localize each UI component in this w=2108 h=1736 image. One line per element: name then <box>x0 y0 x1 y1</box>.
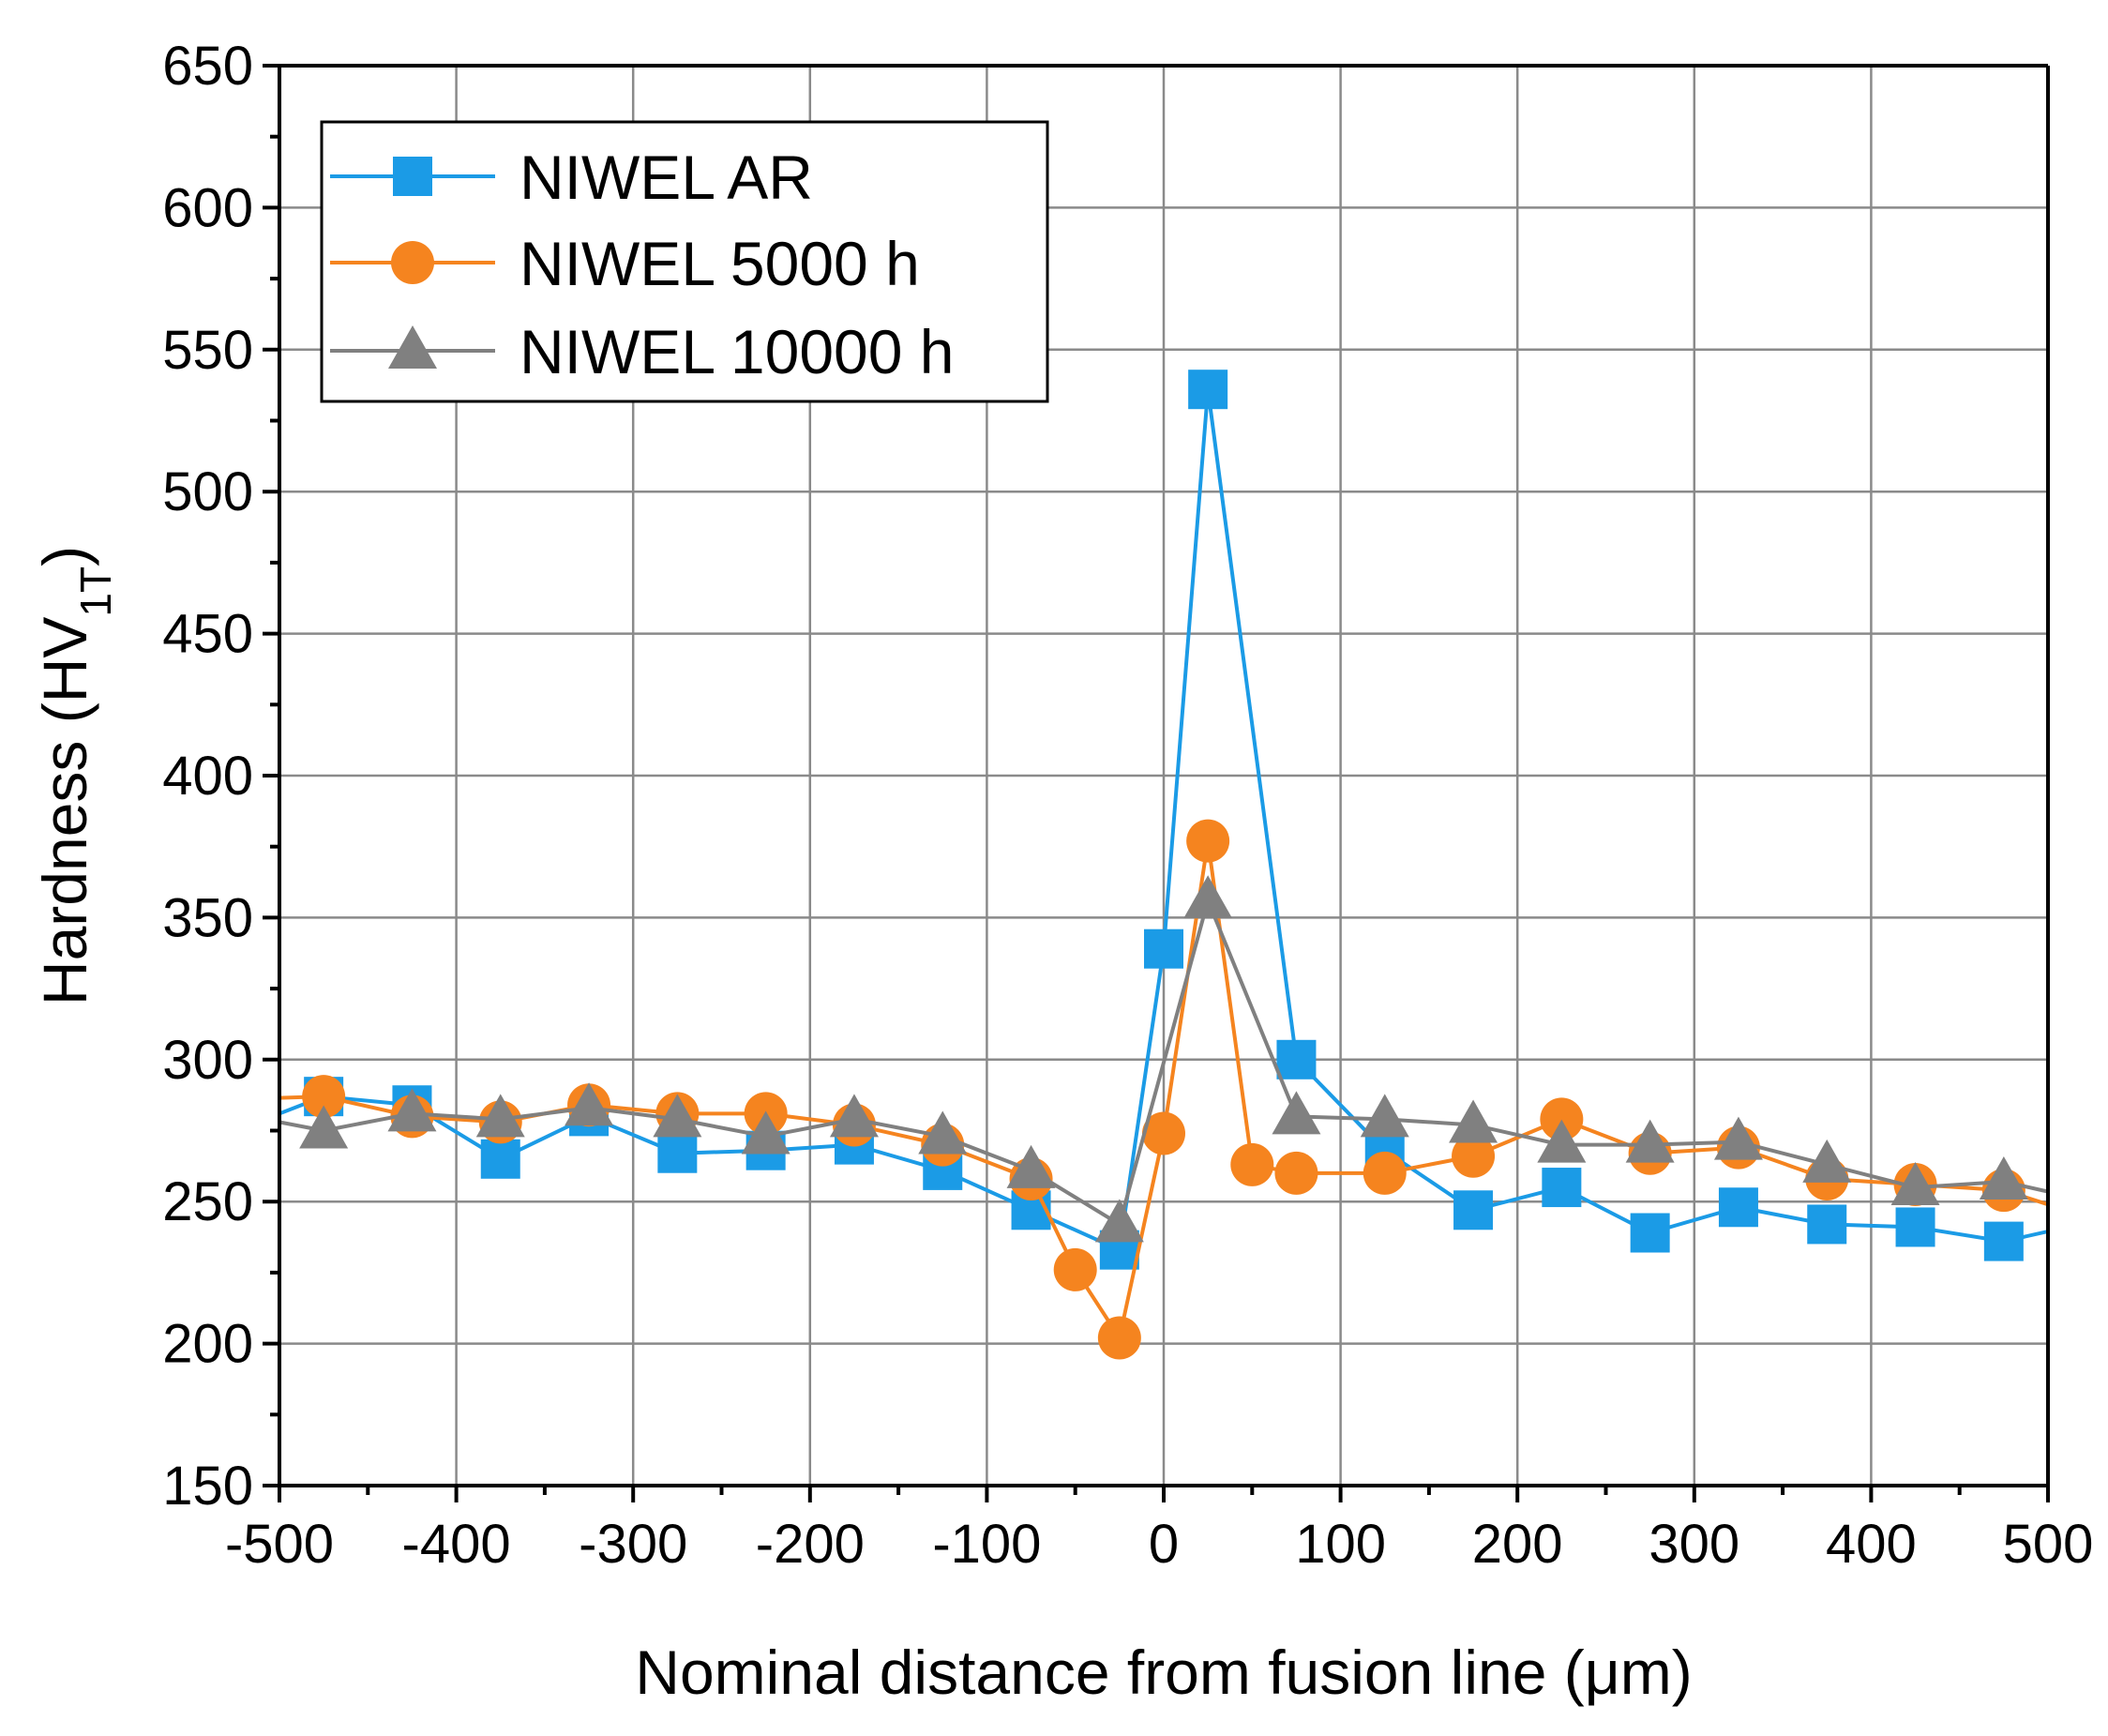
x-axis-title: Nominal distance from fusion line (μm) <box>635 1638 1692 1707</box>
y-axis-title-main: Hardness (HV <box>30 617 99 1005</box>
data-point <box>1363 1151 1407 1195</box>
data-point <box>1274 1151 1318 1195</box>
data-point <box>1188 370 1228 410</box>
data-point <box>387 1088 437 1132</box>
legend-entries: NIWEL AR NIWEL 5000 h NIWEL 10000 h <box>330 143 954 386</box>
legend-label: NIWEL AR <box>519 143 813 212</box>
data-point <box>1895 1207 1935 1247</box>
data-point <box>480 1139 520 1179</box>
data-point <box>1006 1144 1056 1188</box>
data-point <box>1144 928 1183 969</box>
data-point <box>1453 1190 1494 1230</box>
legend-marker <box>393 157 432 196</box>
x-tick-label: 200 <box>1472 1514 1563 1575</box>
y-tick-label: 350 <box>162 887 253 948</box>
y-axis-title: Hardness (HV1T) <box>30 546 120 1005</box>
data-point <box>475 1094 525 1138</box>
data-point <box>565 1082 614 1126</box>
data-point <box>1183 875 1233 919</box>
data-point <box>1540 1097 1584 1141</box>
data-point <box>1360 1094 1409 1138</box>
data-point <box>741 1110 790 1155</box>
x-tick-label: -100 <box>932 1514 1041 1575</box>
series-3 <box>279 875 2048 1243</box>
data-point <box>1230 1142 1274 1186</box>
data-point <box>1718 1187 1758 1228</box>
data-point <box>1142 1111 1185 1155</box>
series-line <box>279 898 2048 1227</box>
data-point <box>1449 1099 1498 1143</box>
y-tick-label: 150 <box>162 1456 253 1517</box>
data-point <box>1542 1168 1582 1208</box>
x-tick-label: -500 <box>225 1514 334 1575</box>
y-tick-label: 650 <box>162 36 253 97</box>
legend-label: NIWEL 10000 h <box>519 317 954 386</box>
legend-entry-2: NIWEL 5000 h <box>330 229 920 298</box>
data-point <box>1452 1134 1496 1178</box>
y-tick-label: 400 <box>162 746 253 807</box>
data-point <box>918 1110 968 1155</box>
legend-marker <box>391 241 434 284</box>
x-tick-label: 300 <box>1649 1514 1739 1575</box>
data-point <box>829 1094 879 1138</box>
legend-entry-1: NIWEL AR <box>330 143 813 212</box>
data-point <box>1807 1204 1847 1245</box>
y-tick-label: 600 <box>162 177 253 238</box>
data-point <box>299 1105 349 1149</box>
data-point <box>1630 1213 1670 1253</box>
legend-label: NIWEL 5000 h <box>519 229 920 298</box>
data-point <box>657 1133 698 1173</box>
data-point <box>653 1094 702 1138</box>
data-point <box>1983 1221 2024 1261</box>
data-point <box>1625 1119 1675 1163</box>
x-tick-label: -400 <box>402 1514 511 1575</box>
legend: NIWEL AR NIWEL 5000 h NIWEL 10000 h <box>320 120 1049 403</box>
x-tick-label: -300 <box>579 1514 687 1575</box>
data-point <box>1186 819 1230 863</box>
data-point <box>1053 1247 1097 1291</box>
data-point <box>1713 1116 1763 1160</box>
legend-entry-3: NIWEL 10000 h <box>330 317 954 386</box>
data-point <box>1272 1091 1321 1135</box>
data-point <box>1276 1039 1317 1079</box>
data-point <box>302 1075 346 1119</box>
data-point <box>1979 1156 2028 1200</box>
y-tick-label: 300 <box>162 1030 253 1091</box>
axes <box>263 64 2050 1502</box>
x-tick-label: 0 <box>1149 1514 1179 1575</box>
series-layer <box>279 370 2048 1360</box>
legend-marker <box>388 325 437 369</box>
y-tick-label: 250 <box>162 1171 253 1232</box>
y-tick-label: 500 <box>162 461 253 522</box>
y-tick-label: 200 <box>162 1314 253 1375</box>
y-tick-label: 550 <box>162 320 253 381</box>
x-tick-label: 100 <box>1295 1514 1386 1575</box>
x-tick-label: 500 <box>2003 1514 2094 1575</box>
y-tick-label: 450 <box>162 604 253 665</box>
x-tick-label: 400 <box>1826 1514 1917 1575</box>
y-axis-title-close: ) <box>30 546 99 566</box>
tick-labels: -500 -400 -300 -200 -100 0 100 200 300 400 500 150 2… <box>162 36 2093 1575</box>
data-point <box>1097 1316 1141 1360</box>
y-axis-title-subscript: 1T <box>71 566 120 617</box>
data-point <box>1890 1162 1940 1206</box>
data-point <box>1094 1199 1144 1243</box>
data-point <box>1537 1119 1587 1163</box>
data-point <box>1802 1139 1852 1183</box>
x-tick-label: -200 <box>756 1514 865 1575</box>
